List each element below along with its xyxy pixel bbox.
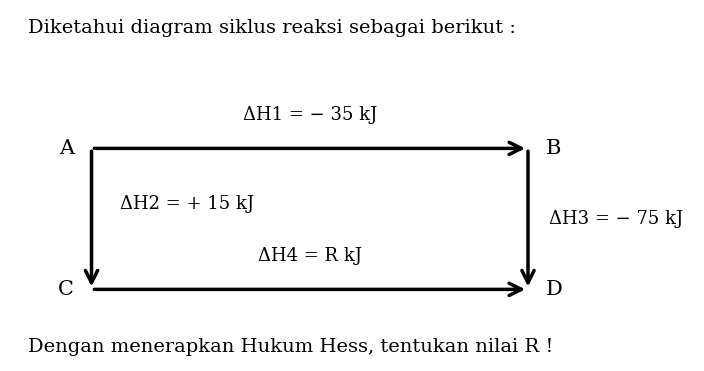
Text: C: C [58, 280, 74, 299]
Text: ΔH2 = + 15 kJ: ΔH2 = + 15 kJ [120, 195, 254, 213]
Text: ΔH4 = R kJ: ΔH4 = R kJ [258, 247, 362, 265]
Text: Diketahui diagram siklus reaksi sebagai berikut :: Diketahui diagram siklus reaksi sebagai … [28, 19, 516, 37]
Text: D: D [546, 280, 562, 299]
Text: Dengan menerapkan Hukum Hess, tentukan nilai R !: Dengan menerapkan Hukum Hess, tentukan n… [28, 338, 553, 356]
Text: ΔH1 = − 35 kJ: ΔH1 = − 35 kJ [243, 106, 377, 124]
Text: A: A [59, 139, 74, 158]
Text: B: B [546, 139, 561, 158]
Text: ΔH3 = − 75 kJ: ΔH3 = − 75 kJ [549, 210, 684, 228]
